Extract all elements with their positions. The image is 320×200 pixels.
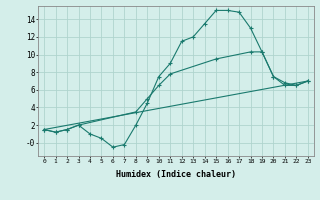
X-axis label: Humidex (Indice chaleur): Humidex (Indice chaleur) xyxy=(116,170,236,179)
